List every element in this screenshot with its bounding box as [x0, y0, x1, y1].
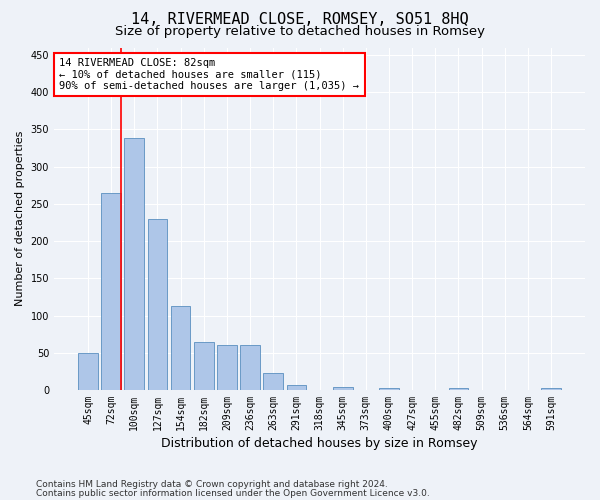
Bar	[449, 388, 468, 390]
Bar	[217, 346, 237, 390]
X-axis label: Distribution of detached houses by size in Romsey: Distribution of detached houses by size …	[161, 437, 478, 450]
Text: 14, RIVERMEAD CLOSE, ROMSEY, SO51 8HQ: 14, RIVERMEAD CLOSE, ROMSEY, SO51 8HQ	[131, 12, 469, 28]
Bar	[240, 346, 260, 390]
Text: 14 RIVERMEAD CLOSE: 82sqm
← 10% of detached houses are smaller (115)
90% of semi: 14 RIVERMEAD CLOSE: 82sqm ← 10% of detac…	[59, 58, 359, 91]
Bar	[194, 342, 214, 390]
Bar	[379, 388, 399, 390]
Bar	[78, 352, 98, 390]
Bar	[124, 138, 144, 390]
Bar	[263, 373, 283, 390]
Text: Size of property relative to detached houses in Romsey: Size of property relative to detached ho…	[115, 25, 485, 38]
Bar	[101, 192, 121, 390]
Bar	[287, 384, 306, 390]
Bar	[148, 218, 167, 390]
Y-axis label: Number of detached properties: Number of detached properties	[15, 131, 25, 306]
Text: Contains HM Land Registry data © Crown copyright and database right 2024.: Contains HM Land Registry data © Crown c…	[36, 480, 388, 489]
Bar	[333, 387, 353, 390]
Text: Contains public sector information licensed under the Open Government Licence v3: Contains public sector information licen…	[36, 488, 430, 498]
Bar	[541, 388, 561, 390]
Bar	[171, 306, 190, 390]
